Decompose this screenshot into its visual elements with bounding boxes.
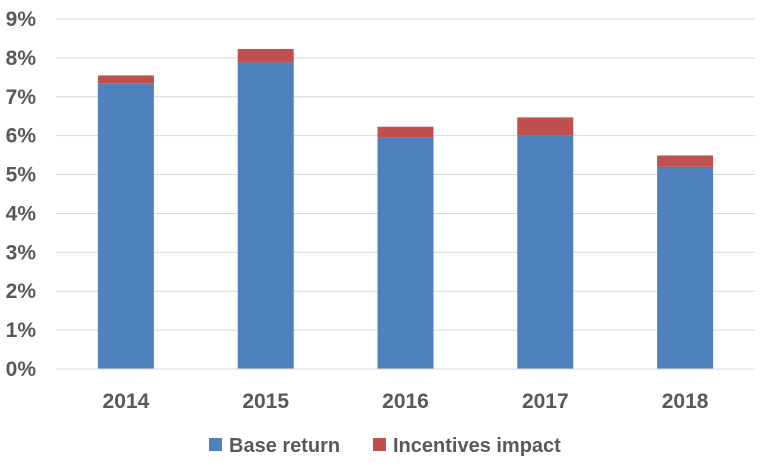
bar-segment-base-return bbox=[97, 83, 154, 370]
legend-swatch bbox=[373, 438, 386, 451]
x-tick-label: 2014 bbox=[103, 390, 150, 413]
x-tick-label: 2015 bbox=[242, 390, 289, 413]
bar-segment-incentives-impact bbox=[97, 75, 154, 84]
x-tick-label: 2017 bbox=[522, 390, 569, 413]
y-tick-label: 2% bbox=[6, 280, 37, 303]
bar-segment-incentives-impact bbox=[517, 117, 574, 136]
bar-segment-base-return bbox=[237, 62, 294, 370]
x-axis-tick-labels: 2014 2015 2016 2017 2018 bbox=[103, 390, 709, 413]
y-tick-label: 3% bbox=[6, 241, 37, 264]
legend-swatch bbox=[209, 438, 222, 451]
legend-item-base-return: Base return bbox=[209, 435, 340, 457]
legend-item-incentives-impact: Incentives impact bbox=[373, 435, 561, 457]
y-tick-label: 7% bbox=[6, 86, 37, 109]
legend: Base return Incentives impact bbox=[209, 435, 561, 457]
y-tick-label: 6% bbox=[6, 125, 37, 148]
bar-segment-base-return bbox=[657, 166, 714, 369]
y-tick-label: 9% bbox=[6, 8, 37, 31]
legend-label: Incentives impact bbox=[393, 435, 561, 457]
y-tick-label: 5% bbox=[6, 164, 37, 187]
bar-segment-incentives-impact bbox=[377, 126, 434, 138]
x-tick-label: 2018 bbox=[662, 390, 709, 413]
legend-label: Base return bbox=[229, 435, 340, 457]
y-tick-label: 4% bbox=[6, 202, 37, 225]
y-tick-label: 8% bbox=[6, 47, 37, 70]
bar-segment-incentives-impact bbox=[657, 155, 714, 167]
y-tick-label: 1% bbox=[6, 319, 37, 342]
bar-segment-incentives-impact bbox=[237, 48, 294, 63]
bars bbox=[97, 48, 714, 370]
bar-segment-base-return bbox=[517, 135, 574, 369]
bar-segment-base-return bbox=[377, 137, 434, 369]
y-tick-label: 0% bbox=[6, 358, 37, 381]
x-tick-label: 2016 bbox=[382, 390, 429, 413]
y-axis-tick-labels: 0% 1% 2% 3% 4% 5% 6% 7% 8% 9% bbox=[6, 8, 37, 381]
